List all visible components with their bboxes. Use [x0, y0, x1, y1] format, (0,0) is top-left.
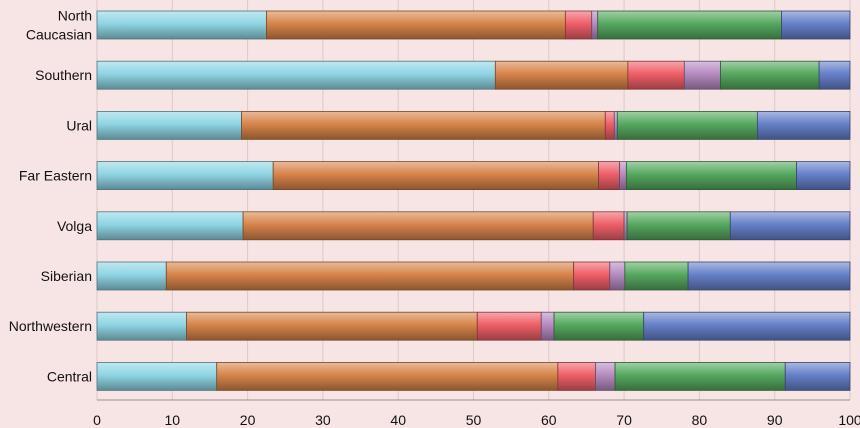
bar-segment	[643, 311, 851, 341]
bar-segment	[613, 111, 618, 140]
bar-segment	[616, 111, 758, 140]
category-label: North	[58, 8, 92, 24]
category-label: Siberian	[41, 268, 92, 284]
category-label: Southern	[35, 67, 92, 83]
x-tick-label: 0	[93, 412, 101, 428]
bar-segment	[216, 361, 559, 391]
bar-segment	[592, 211, 625, 241]
bar-segment	[553, 311, 645, 341]
bar-segment	[96, 10, 267, 40]
bar-segment	[591, 10, 599, 40]
bar-segment	[96, 211, 244, 241]
bar-segment	[557, 361, 596, 391]
x-tick-label: 20	[240, 412, 256, 428]
x-tick-label: 100	[838, 412, 860, 428]
bar-segment	[272, 161, 599, 191]
category-label: Volga	[57, 218, 92, 234]
x-tick-label: 70	[616, 412, 632, 428]
bar-segment	[687, 261, 851, 291]
bar-segment	[818, 60, 851, 90]
bars	[96, 10, 851, 391]
bar-segment	[784, 361, 851, 391]
x-tick-label: 60	[541, 412, 557, 428]
bar-segment	[597, 10, 782, 40]
bar-segment	[573, 261, 611, 291]
bar-segment	[540, 311, 555, 341]
bar-segment	[614, 361, 786, 391]
bar-segment	[96, 311, 188, 341]
bar-segment	[729, 211, 851, 241]
bar-segment	[604, 111, 615, 140]
bar-segment	[625, 161, 797, 191]
bar-segment	[683, 60, 721, 90]
bar-segment	[627, 60, 685, 90]
category-labels: North Caucasian Southern Ural Far Eastern Vol…	[9, 8, 92, 385]
x-tick-label: 90	[767, 412, 783, 428]
bar-segment	[96, 361, 218, 391]
bar-segment	[781, 10, 851, 40]
bar-segment	[720, 60, 820, 90]
x-tick-label: 10	[165, 412, 181, 428]
x-tick-label: 50	[466, 412, 482, 428]
bar-segment	[796, 161, 851, 191]
x-tick-label: 80	[692, 412, 708, 428]
bar-segment	[476, 311, 542, 341]
x-tick-label: 40	[390, 412, 406, 428]
category-label: Caucasian	[26, 27, 92, 43]
category-label: Ural	[66, 117, 92, 133]
x-tick-label: 30	[315, 412, 331, 428]
bar-segment	[494, 60, 629, 90]
bar-segment	[186, 311, 478, 341]
bar-segment	[242, 211, 594, 241]
bar-segment	[595, 361, 616, 391]
bar-segment	[165, 261, 575, 291]
bar-segment	[598, 161, 620, 191]
bar-segment	[619, 161, 627, 191]
category-label: Central	[47, 368, 92, 384]
category-label: Far Eastern	[19, 168, 92, 184]
bar-segment	[96, 161, 274, 191]
bar-segment	[96, 60, 496, 90]
bar-segment	[626, 211, 731, 241]
bar-segment	[241, 111, 606, 140]
bar-segment	[756, 111, 851, 140]
category-label: Northwestern	[9, 318, 92, 334]
bar-segment	[609, 261, 626, 291]
bar-segment	[96, 261, 167, 291]
bar-segment	[624, 261, 689, 291]
bar-segment	[564, 10, 593, 40]
bar-segment	[266, 10, 566, 40]
x-axis-tick-labels: 0 10 20 30 40 50 60 70 80 90 100	[93, 412, 860, 428]
bar-segment	[96, 111, 242, 140]
bar-segment	[623, 211, 628, 241]
